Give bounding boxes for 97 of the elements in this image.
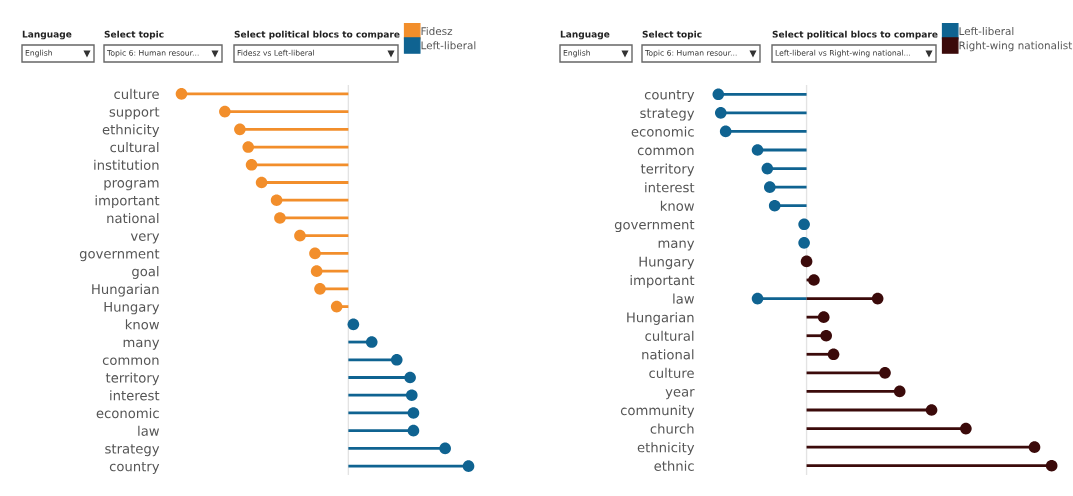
point <box>712 88 725 101</box>
y-tick-label: Hungarian <box>627 312 694 325</box>
y-tick-label: know <box>660 200 695 211</box>
y-tick-label: interest <box>110 390 160 401</box>
point <box>798 218 810 231</box>
y-tick-label: cultural <box>645 330 694 341</box>
text: Select topic <box>642 30 702 40</box>
point <box>255 176 268 189</box>
y-tick-label: interest <box>645 182 695 193</box>
point <box>960 422 972 435</box>
point <box>404 371 416 384</box>
point <box>242 141 255 153</box>
legend-label: Left-liberal <box>959 27 1014 36</box>
point <box>462 460 475 472</box>
point <box>407 407 420 419</box>
text: Language <box>560 30 610 40</box>
point <box>175 88 188 100</box>
point <box>817 311 830 323</box>
point <box>751 144 764 156</box>
y-tick-label: national <box>107 212 159 224</box>
y-tick-label: national <box>642 349 694 360</box>
point <box>827 348 840 361</box>
point <box>314 283 326 295</box>
point <box>879 367 891 379</box>
text: Select political blocs to compare <box>234 30 400 40</box>
legend-label: Right-wing nationalist <box>959 41 1073 52</box>
y-tick-label: Hungary <box>639 256 695 270</box>
point <box>871 292 884 305</box>
y-tick-label: very <box>130 233 160 244</box>
point <box>800 255 813 268</box>
y-tick-label: many <box>658 240 695 251</box>
legend-label: Left-liberal <box>421 41 476 50</box>
y-tick-label: common <box>102 357 159 365</box>
point <box>310 265 323 277</box>
point <box>820 329 832 342</box>
y-tick-label: church <box>650 423 694 434</box>
point <box>925 404 938 416</box>
y-tick-label: government <box>79 249 160 262</box>
y-tick-label: law <box>138 425 160 436</box>
point <box>761 162 774 175</box>
y-tick-label: common <box>637 147 694 156</box>
y-tick-label: program <box>104 180 159 191</box>
point <box>751 292 764 305</box>
y-tick-label: goal <box>132 266 159 279</box>
y-tick-label: important <box>95 195 160 208</box>
point <box>347 318 360 331</box>
text: Language <box>22 30 72 40</box>
y-tick-label: community <box>620 404 695 418</box>
point <box>719 125 732 138</box>
y-tick-label: cultural <box>110 142 159 153</box>
y-tick-label: institution <box>94 159 159 170</box>
y-tick-label: ethnic <box>654 460 694 471</box>
point <box>365 336 378 348</box>
point <box>270 194 283 207</box>
point <box>763 181 776 193</box>
y-tick-label: economic <box>96 407 159 419</box>
point <box>219 105 231 118</box>
point <box>245 158 258 171</box>
y-tick-label: Hungarian <box>92 283 159 297</box>
y-tick-label: law <box>673 293 695 304</box>
text: Select political blocs to compare <box>772 30 938 40</box>
y-tick-label: culture <box>114 88 159 100</box>
y-tick-label: support <box>109 107 160 120</box>
y-tick-label: know <box>125 319 160 330</box>
y-tick-label: strategy <box>640 108 695 121</box>
y-tick-label: strategy <box>105 444 160 457</box>
point <box>407 424 420 437</box>
point <box>309 247 321 260</box>
y-tick-label: year <box>665 389 695 400</box>
point <box>405 389 418 402</box>
y-tick-label: territory <box>640 163 695 177</box>
point <box>798 237 810 249</box>
point <box>274 212 286 224</box>
point <box>234 123 246 136</box>
point <box>439 442 451 455</box>
point <box>1045 459 1058 472</box>
y-tick-label: economic <box>631 126 694 137</box>
y-tick-label: many <box>123 339 160 350</box>
y-tick-label: territory <box>105 372 160 386</box>
y-tick-label: government <box>614 220 695 233</box>
text: Select topic <box>104 30 164 40</box>
legend-label: Fidesz <box>421 27 453 36</box>
y-tick-label: ethnicity <box>102 124 160 138</box>
y-tick-label: important <box>630 274 695 288</box>
point <box>714 107 727 119</box>
point <box>808 274 820 286</box>
point <box>330 300 343 313</box>
point <box>1028 441 1041 453</box>
point <box>893 385 906 398</box>
y-tick-label: culture <box>649 367 694 379</box>
point <box>294 229 306 242</box>
y-tick-label: country <box>109 461 160 474</box>
y-tick-label: ethnicity <box>637 442 695 455</box>
point <box>768 199 781 212</box>
point <box>390 353 403 366</box>
y-tick-label: country <box>644 90 695 103</box>
y-tick-label: Hungary <box>104 301 160 315</box>
